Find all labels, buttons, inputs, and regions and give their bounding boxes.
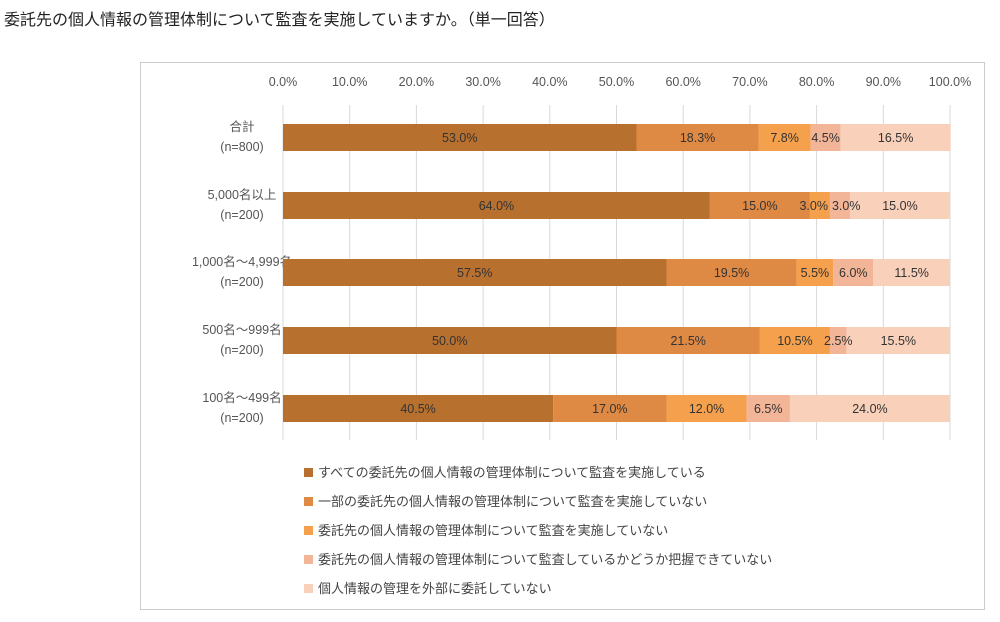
data-label: 17.0% — [592, 402, 627, 416]
category-label: 合計 — [229, 119, 254, 134]
bar-segment — [829, 192, 850, 219]
bar-segment — [746, 395, 790, 422]
bar-segment — [833, 259, 874, 286]
bar-segment — [849, 192, 950, 219]
chart-frame — [140, 62, 985, 610]
bar-segment — [809, 192, 830, 219]
data-label: 19.5% — [714, 266, 749, 280]
bar-segment — [283, 395, 554, 422]
x-tick-label: 0.0% — [269, 75, 298, 89]
data-label: 53.0% — [442, 131, 477, 145]
bar-segment — [829, 327, 847, 354]
data-label: 7.8% — [770, 131, 799, 145]
x-tick-label: 20.0% — [399, 75, 434, 89]
data-label: 3.0% — [832, 199, 861, 213]
data-label: 12.0% — [689, 402, 724, 416]
data-label: 11.5% — [894, 266, 929, 280]
legend-label: 一部の委託先の個人情報の管理体制について監査を実施していない — [318, 494, 707, 509]
x-tick-label: 50.0% — [599, 75, 634, 89]
x-tick-label: 10.0% — [332, 75, 367, 89]
legend-label: 委託先の個人情報の管理体制について監査を実施していない — [318, 523, 668, 538]
bar-segment — [709, 192, 810, 219]
page-title: 委託先の個人情報の管理体制について監査を実施していますか。（単一回答） — [4, 10, 555, 29]
bar-segment — [283, 192, 710, 219]
category-label: 5,000名以上 — [208, 187, 277, 202]
bar-segment — [616, 327, 760, 354]
category-label: 1,000名～4,999名 — [192, 254, 292, 269]
data-label: 57.5% — [457, 266, 492, 280]
x-tick-label: 100.0% — [929, 75, 971, 89]
bar-segment — [283, 259, 667, 286]
data-label: 40.5% — [400, 402, 435, 416]
category-n-label: (n=200) — [220, 343, 263, 357]
legend-label: 委託先の個人情報の管理体制について監査しているかどうか把握できていない — [318, 552, 772, 567]
bar-segment — [758, 124, 811, 151]
category-label: 500名～999名 — [202, 322, 281, 337]
category-label: 100名～499名 — [202, 390, 281, 405]
bar-segment — [810, 124, 841, 151]
x-tick-label: 30.0% — [465, 75, 500, 89]
bar-segment — [759, 327, 830, 354]
data-label: 64.0% — [479, 199, 514, 213]
bar-segment — [283, 124, 637, 151]
category-n-label: (n=200) — [220, 275, 263, 289]
x-tick-label: 40.0% — [532, 75, 567, 89]
data-label: 5.5% — [801, 266, 830, 280]
category-n-label: (n=800) — [220, 140, 263, 154]
legend-swatch — [304, 584, 313, 593]
data-label: 6.0% — [839, 266, 868, 280]
data-label: 15.0% — [742, 199, 777, 213]
bar-segment — [283, 327, 617, 354]
data-label: 4.5% — [811, 131, 840, 145]
data-label: 6.5% — [754, 402, 783, 416]
legend-swatch — [304, 497, 313, 506]
category-n-label: (n=200) — [220, 411, 263, 425]
bar-segment — [666, 395, 747, 422]
x-tick-label: 80.0% — [799, 75, 834, 89]
data-label: 15.0% — [882, 199, 917, 213]
category-n-label: (n=200) — [220, 208, 263, 222]
x-tick-label: 60.0% — [665, 75, 700, 89]
data-label: 50.0% — [432, 334, 467, 348]
legend-label: すべての委託先の個人情報の管理体制について監査を実施している — [318, 465, 706, 480]
data-label: 2.5% — [824, 334, 853, 348]
legend-swatch — [304, 555, 313, 564]
data-label: 15.5% — [881, 334, 916, 348]
bar-segment — [553, 395, 667, 422]
bar-segment — [840, 124, 951, 151]
bar-segment — [789, 395, 950, 422]
data-label: 24.0% — [852, 402, 887, 416]
bar-segment — [636, 124, 759, 151]
legend-label: 個人情報の管理を外部に委託していない — [318, 581, 552, 596]
bar-segment — [796, 259, 834, 286]
legend-swatch — [304, 468, 313, 477]
bar-segment — [846, 327, 950, 354]
data-label: 16.5% — [878, 131, 913, 145]
bar-segment — [873, 259, 950, 286]
legend-swatch — [304, 526, 313, 535]
data-label: 3.0% — [799, 199, 828, 213]
bar-segment — [666, 259, 797, 286]
data-label: 18.3% — [680, 131, 715, 145]
data-label: 10.5% — [777, 334, 812, 348]
x-tick-label: 90.0% — [866, 75, 901, 89]
data-label: 21.5% — [670, 334, 705, 348]
x-tick-label: 70.0% — [732, 75, 767, 89]
